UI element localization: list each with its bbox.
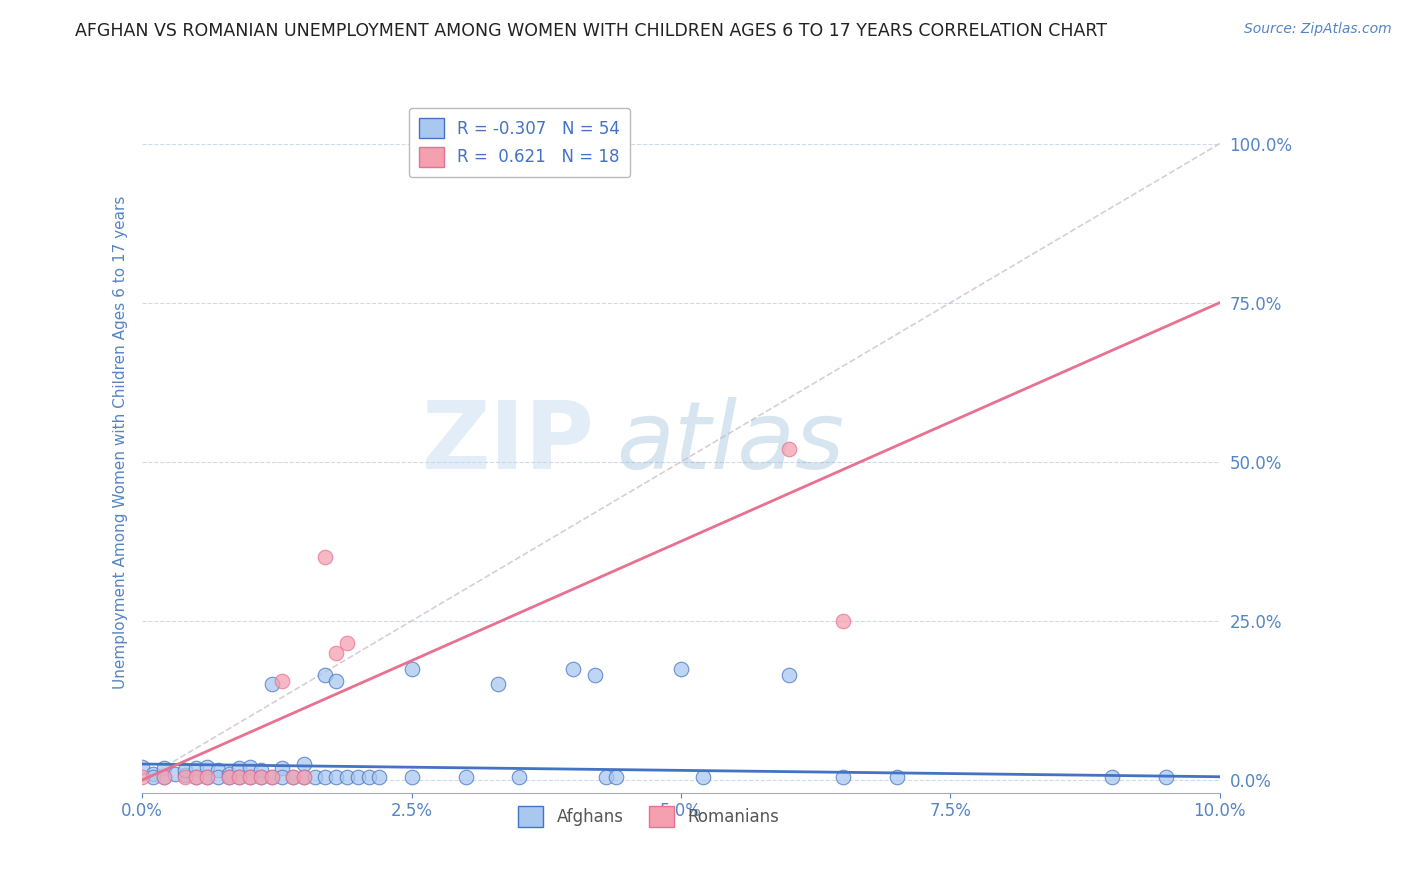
Point bbox=[292, 770, 315, 784]
Point bbox=[315, 550, 337, 565]
Point bbox=[186, 770, 208, 784]
Point bbox=[174, 764, 197, 778]
Point bbox=[325, 646, 347, 660]
Point bbox=[357, 770, 380, 784]
Text: Source: ZipAtlas.com: Source: ZipAtlas.com bbox=[1244, 22, 1392, 37]
Point bbox=[292, 757, 315, 772]
Point bbox=[325, 770, 347, 784]
Point bbox=[131, 760, 153, 774]
Point bbox=[218, 770, 240, 784]
Text: ZIP: ZIP bbox=[422, 397, 595, 489]
Point bbox=[195, 770, 218, 784]
Point bbox=[239, 760, 262, 774]
Point bbox=[260, 677, 283, 691]
Point bbox=[283, 770, 305, 784]
Point bbox=[325, 674, 347, 689]
Point bbox=[218, 770, 240, 784]
Y-axis label: Unemployment Among Women with Children Ages 6 to 17 years: Unemployment Among Women with Children A… bbox=[114, 196, 128, 690]
Text: AFGHAN VS ROMANIAN UNEMPLOYMENT AMONG WOMEN WITH CHILDREN AGES 6 TO 17 YEARS COR: AFGHAN VS ROMANIAN UNEMPLOYMENT AMONG WO… bbox=[75, 22, 1107, 40]
Point bbox=[831, 614, 853, 628]
Point bbox=[562, 661, 585, 675]
Point bbox=[153, 770, 176, 784]
Point bbox=[174, 770, 197, 784]
Point bbox=[239, 770, 262, 784]
Point bbox=[1101, 770, 1123, 784]
Point bbox=[292, 770, 315, 784]
Point bbox=[283, 770, 305, 784]
Text: atlas: atlas bbox=[616, 397, 845, 488]
Point bbox=[228, 762, 250, 776]
Point bbox=[778, 442, 800, 456]
Point bbox=[239, 770, 262, 784]
Point bbox=[260, 770, 283, 784]
Point bbox=[831, 770, 853, 784]
Point bbox=[605, 770, 627, 784]
Point bbox=[195, 760, 218, 774]
Legend: Afghans, Romanians: Afghans, Romanians bbox=[512, 799, 786, 833]
Point bbox=[583, 668, 606, 682]
Point bbox=[336, 636, 359, 650]
Point bbox=[228, 770, 250, 784]
Point bbox=[271, 770, 294, 784]
Point bbox=[271, 762, 294, 776]
Point bbox=[454, 770, 477, 784]
Point bbox=[186, 762, 208, 776]
Point bbox=[669, 661, 692, 675]
Point bbox=[1154, 770, 1177, 784]
Point bbox=[174, 768, 197, 782]
Point bbox=[886, 770, 908, 784]
Point bbox=[486, 677, 509, 691]
Point bbox=[218, 766, 240, 780]
Point bbox=[401, 770, 423, 784]
Point bbox=[142, 766, 165, 780]
Point bbox=[228, 770, 250, 784]
Point bbox=[401, 661, 423, 675]
Point bbox=[304, 770, 326, 784]
Point bbox=[207, 770, 229, 784]
Point bbox=[346, 770, 368, 784]
Point bbox=[508, 770, 530, 784]
Point bbox=[142, 770, 165, 784]
Point bbox=[692, 770, 714, 784]
Point bbox=[368, 770, 391, 784]
Point bbox=[778, 668, 800, 682]
Point bbox=[595, 770, 617, 784]
Point bbox=[195, 770, 218, 784]
Point bbox=[131, 770, 153, 784]
Point bbox=[163, 766, 186, 780]
Point bbox=[186, 770, 208, 784]
Point bbox=[250, 770, 273, 784]
Point bbox=[315, 770, 337, 784]
Point bbox=[250, 764, 273, 778]
Point bbox=[153, 770, 176, 784]
Point bbox=[315, 668, 337, 682]
Point bbox=[336, 770, 359, 784]
Point bbox=[153, 762, 176, 776]
Point bbox=[260, 770, 283, 784]
Point bbox=[207, 764, 229, 778]
Point bbox=[271, 674, 294, 689]
Point bbox=[250, 770, 273, 784]
